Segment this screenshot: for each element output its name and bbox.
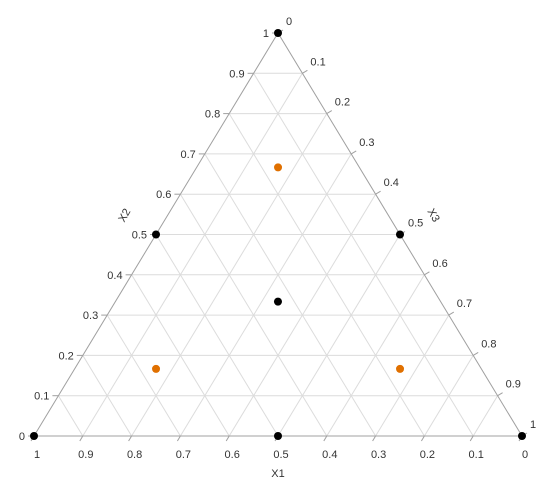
x1-tick-mark	[225, 435, 230, 442]
x3-tick-label: 0.2	[335, 97, 350, 109]
data-point[interactable]	[273, 297, 282, 306]
x1-tick-label: 0.2	[420, 449, 435, 461]
x1-tick-label: 0.6	[225, 449, 240, 461]
x1-tick-label: 1	[34, 449, 40, 461]
x3-tick-label: 0.6	[432, 258, 447, 270]
x3-tick-mark	[448, 311, 455, 316]
x1-tick-label: 0	[522, 449, 528, 461]
x1-tick-label: 0.7	[176, 449, 191, 461]
axis-ticks: 00.10.20.30.40.50.60.70.80.9100.10.20.30…	[19, 16, 536, 461]
x2-tick-label: 1	[263, 28, 269, 40]
x2-tick-label: 0.1	[34, 391, 49, 403]
x3-tick-mark	[497, 392, 503, 397]
x2-tick-label: 0.5	[132, 230, 147, 242]
x1-tick-label: 0.4	[322, 449, 337, 461]
x2-tick-label: 0.7	[181, 149, 196, 161]
grid-line-x1	[131, 274, 230, 437]
x2-tick-label: 0.2	[59, 350, 74, 362]
x2-tick-label: 0.9	[229, 68, 244, 80]
grid-line-x1	[57, 395, 84, 437]
grid-line-x3	[277, 234, 401, 437]
data-point[interactable]	[396, 230, 404, 239]
x2-tick-label: 0	[19, 431, 25, 443]
grid-line-x3	[375, 314, 450, 437]
grid-line-x1	[253, 73, 474, 437]
x1-tick-label: 0.9	[78, 449, 93, 461]
x3-tick-mark	[326, 110, 333, 115]
x3-tick-label: 0.4	[384, 177, 399, 189]
x3-tick-label: 0.3	[359, 137, 374, 149]
x3-tick-mark	[375, 190, 381, 195]
x3-tick-label: 0.9	[506, 379, 521, 391]
x3-tick-mark	[302, 69, 308, 74]
x1-tick-mark	[323, 435, 328, 442]
x1-axis-label: X1	[271, 468, 284, 480]
grid-line-x3	[82, 73, 303, 437]
x3-tick-label: 1	[530, 419, 536, 431]
grid-line-x3	[423, 355, 474, 437]
x3-tick-mark	[424, 271, 430, 276]
x2-axis-label: X2	[116, 207, 133, 225]
grid-line-x3	[179, 153, 352, 437]
x3-tick-mark	[472, 351, 479, 356]
x1-tick-mark	[176, 435, 181, 442]
x1-tick-mark	[79, 435, 84, 442]
x3-tick-label: 0	[286, 16, 292, 28]
data-points	[30, 29, 526, 440]
data-point[interactable]	[152, 230, 160, 239]
x1-tick-label: 0.1	[469, 449, 484, 461]
grid-line-x3	[326, 274, 425, 437]
x1-tick-label: 0.8	[127, 449, 142, 461]
x3-tick-label: 0.8	[481, 338, 496, 350]
x3-tick-label: 0.1	[310, 56, 325, 68]
x1-tick-label: 0.3	[371, 449, 386, 461]
data-point[interactable]	[274, 432, 282, 440]
grid-line-x1	[155, 234, 279, 437]
data-point[interactable]	[274, 29, 282, 37]
x3-tick-mark	[350, 150, 357, 155]
x1-tick-label: 0.5	[273, 449, 288, 461]
data-point[interactable]	[518, 432, 526, 440]
x2-tick-label: 0.8	[205, 109, 220, 121]
grid-line-x1	[82, 355, 133, 437]
grid-line-x1	[204, 153, 377, 437]
grid-line-x1	[106, 314, 181, 437]
data-point[interactable]	[30, 432, 38, 440]
x3-axis-label: X3	[425, 207, 442, 225]
x1-tick-mark	[420, 435, 425, 442]
x3-tick-label: 0.7	[457, 298, 472, 310]
x3-tick-label: 0.5	[408, 218, 423, 230]
x1-tick-mark	[372, 435, 377, 442]
data-point[interactable]	[396, 364, 405, 373]
x2-tick-label: 0.4	[107, 270, 122, 282]
grid-lines	[57, 72, 499, 437]
x1-tick-mark	[128, 435, 133, 442]
x1-tick-mark	[469, 435, 474, 442]
data-point[interactable]	[152, 364, 161, 373]
grid-line-x3	[472, 395, 499, 437]
data-point[interactable]	[274, 163, 283, 172]
x2-tick-label: 0.6	[156, 189, 171, 201]
x2-tick-label: 0.3	[83, 310, 98, 322]
